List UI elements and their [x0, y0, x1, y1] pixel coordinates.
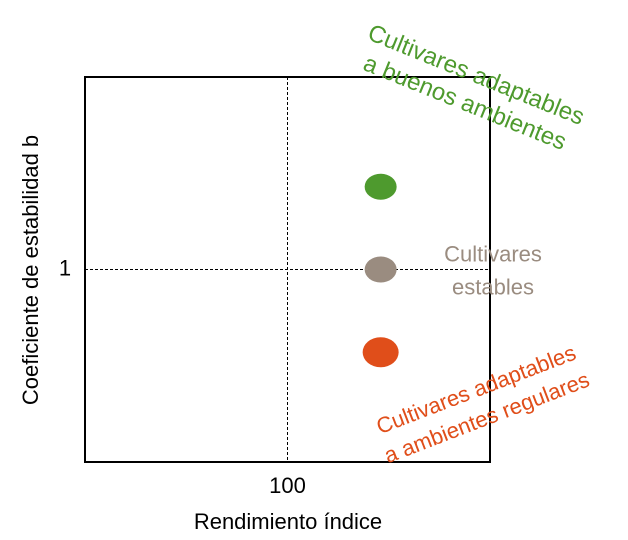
x-tick-label: 100 [269, 473, 306, 498]
annotation: Cultivares [444, 241, 542, 266]
point [362, 337, 399, 368]
point [364, 173, 397, 200]
x-axis-label: Rendimiento índice [194, 509, 382, 534]
y-axis-label: Coeficiente de estabilidad b [18, 135, 43, 405]
y-tick-label: 1 [59, 255, 71, 280]
point [364, 256, 397, 283]
annotation: estables [452, 274, 534, 299]
